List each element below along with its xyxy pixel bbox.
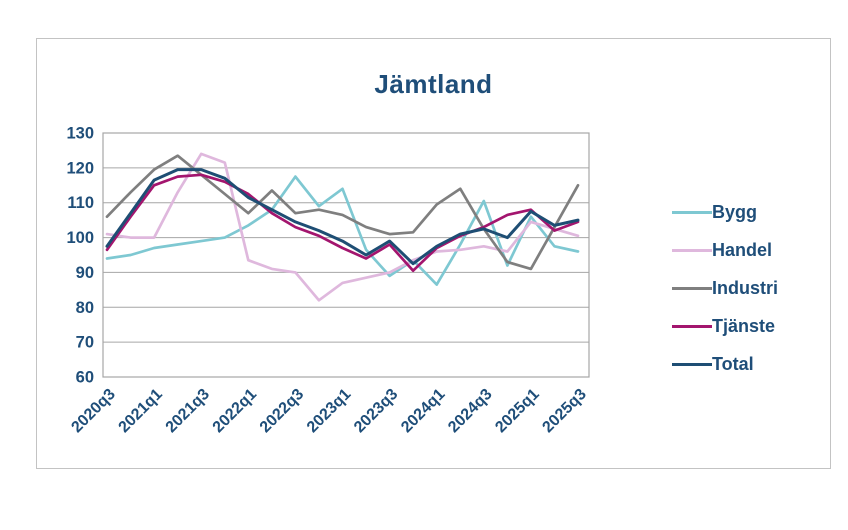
legend-label-handel: Handel	[712, 240, 773, 260]
x-tick-label: 2025q3	[539, 386, 589, 436]
legend-label-total: Total	[712, 354, 754, 374]
plot-border	[102, 132, 590, 378]
y-tick-label: 110	[67, 194, 94, 212]
y-tick-label: 70	[76, 334, 94, 352]
x-tick-label: 2022q1	[210, 386, 260, 436]
series-line-bygg	[105, 175, 580, 286]
legend-item-tjanste: Tjänste	[672, 312, 822, 340]
y-tick-label: 130	[66, 125, 94, 143]
y-tick-label: 80	[76, 299, 94, 317]
legend: Bygg Handel Industri Tjänste Total	[672, 198, 822, 388]
series-line-industri	[105, 154, 580, 271]
legend-item-total: Total	[672, 350, 822, 378]
legend-item-bygg: Bygg	[672, 198, 822, 226]
legend-swatch-handel	[672, 248, 712, 252]
x-tick-label: 2023q1	[304, 386, 354, 436]
y-tick-label: 100	[66, 229, 94, 247]
legend-swatch-bygg	[672, 210, 712, 214]
x-tick-label: 2025q1	[492, 386, 542, 436]
x-tick-label: 2024q3	[445, 386, 495, 436]
legend-item-industri: Industri	[672, 274, 822, 302]
legend-label-industri: Industri	[712, 278, 778, 298]
chart-title: Jämtland	[374, 69, 493, 99]
legend-swatch-industri	[672, 286, 712, 290]
legend-label-bygg: Bygg	[712, 202, 757, 222]
y-tick-label: 90	[76, 264, 94, 282]
y-tick-label: 60	[76, 369, 94, 387]
y-tick-label: 120	[66, 159, 94, 177]
legend-item-handel: Handel	[672, 236, 822, 264]
x-tick-label: 2020q3	[68, 386, 118, 436]
x-tick-label: 2021q3	[163, 386, 213, 436]
x-tick-label: 2022q3	[257, 386, 307, 436]
series-line-total	[105, 168, 580, 266]
legend-swatch-tjanste	[672, 324, 712, 328]
legend-label-tjanste: Tjänste	[712, 316, 776, 336]
x-tick-label: 2021q1	[116, 386, 166, 436]
legend-swatch-total	[672, 362, 712, 366]
x-tick-label: 2023q3	[351, 386, 401, 436]
series-line-tjnste	[105, 173, 580, 273]
x-tick-label: 2024q1	[398, 386, 448, 436]
